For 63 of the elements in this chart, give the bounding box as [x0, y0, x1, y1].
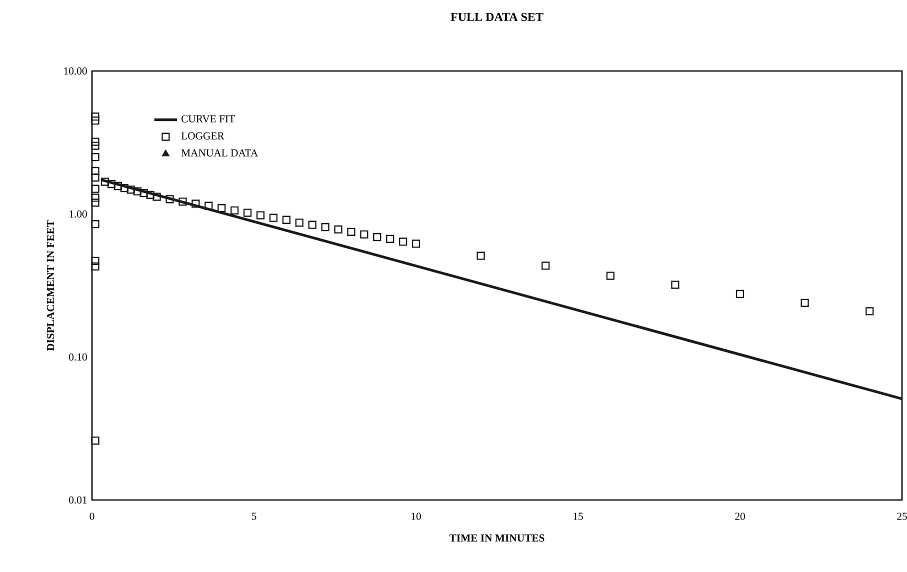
- y-tick-label: 0.01: [69, 496, 87, 504]
- point: [192, 200, 200, 208]
- y-tick-label: 0.10: [69, 353, 87, 361]
- x-tick-label: 0: [90, 512, 94, 520]
- point: [91, 173, 100, 182]
- point: [100, 178, 110, 186]
- point: [91, 138, 100, 146]
- point: [282, 216, 290, 224]
- y-tick-label: 10.00: [64, 67, 87, 75]
- x-axis-title: TIME IN MINUTES: [449, 534, 544, 542]
- point: [91, 194, 100, 202]
- point: [107, 180, 116, 188]
- point: [308, 220, 316, 229]
- y-tick-label: 1.00: [70, 210, 87, 218]
- x-tick-label: 25: [897, 512, 907, 520]
- point: [91, 153, 100, 162]
- point: [398, 238, 408, 246]
- point: [373, 232, 382, 242]
- point: [295, 218, 304, 227]
- legend-label: MANUAL DATA: [181, 149, 258, 156]
- point: [386, 234, 394, 243]
- point: [256, 211, 265, 220]
- point: [800, 298, 809, 307]
- point: [152, 192, 161, 201]
- point: [166, 195, 174, 204]
- point: [91, 262, 100, 270]
- point: [178, 198, 187, 206]
- point: [91, 184, 100, 193]
- chart-title: FULL DATA SET: [450, 12, 544, 21]
- point: [140, 189, 148, 198]
- point: [542, 262, 550, 270]
- x-tick-label: 10: [412, 512, 421, 520]
- point: [91, 112, 100, 121]
- legend-label: CURVE FIT: [182, 115, 235, 122]
- point: [91, 198, 100, 207]
- y-axis-title: DISPLACEMENT IN FEET: [46, 220, 54, 351]
- point: [91, 142, 100, 150]
- point: [91, 436, 100, 445]
- point: [91, 166, 100, 176]
- point: [412, 240, 420, 248]
- point: [269, 214, 278, 222]
- point: [334, 225, 342, 234]
- point: [146, 190, 154, 199]
- point: [347, 228, 356, 236]
- point: [230, 206, 239, 214]
- point: [204, 202, 213, 210]
- x-tick-label: 20: [735, 512, 745, 520]
- point: [243, 208, 252, 217]
- legend-label: LOGGER: [181, 132, 224, 140]
- x-tick-label: 15: [574, 512, 583, 520]
- point: [866, 307, 874, 316]
- x-tick-label: 5: [252, 512, 256, 520]
- point: [321, 223, 330, 232]
- point: [476, 252, 485, 260]
- point: [114, 182, 122, 190]
- point: [218, 204, 226, 212]
- point: [91, 220, 100, 228]
- point: [671, 280, 680, 289]
- point: [91, 256, 100, 265]
- point: [736, 290, 744, 298]
- point: [606, 272, 614, 280]
- point: [360, 230, 368, 238]
- point: [91, 116, 100, 125]
